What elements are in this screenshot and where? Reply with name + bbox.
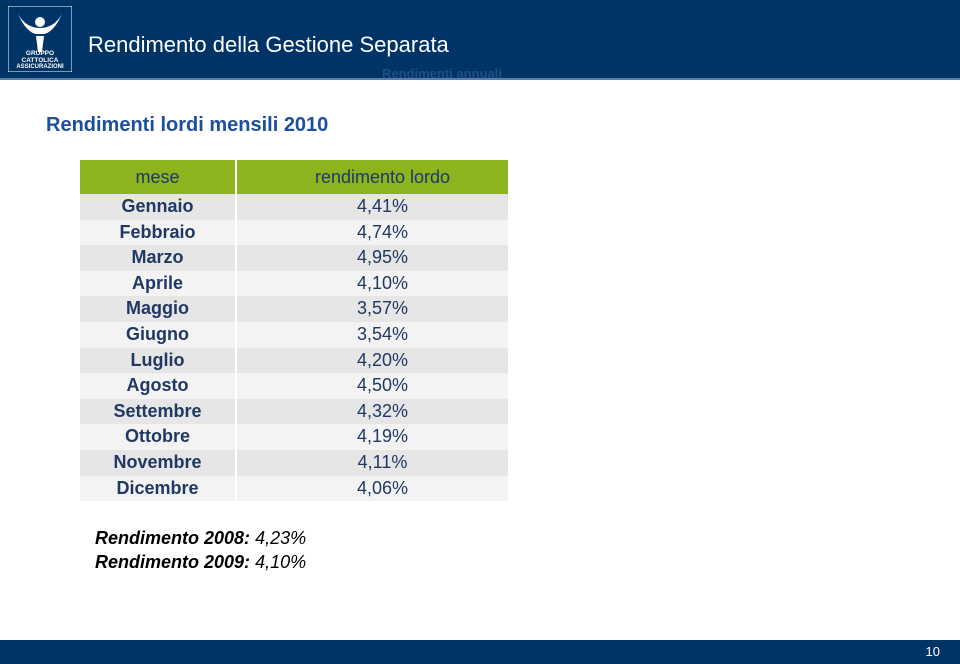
month-cell: Gennaio [80, 194, 235, 220]
value-cell: 4,95% [237, 245, 508, 271]
table-row: Marzo 4,95% [80, 245, 508, 271]
table-row: Giugno 3,54% [80, 321, 508, 348]
table-row: Maggio 3,57% [80, 296, 508, 322]
header-bar [0, 0, 960, 80]
value-cell: 4,19% [237, 424, 508, 450]
logo-text: GRUPPO [25, 50, 55, 57]
column-header: mese [80, 160, 237, 194]
month-cell: Novembre [80, 449, 235, 476]
value-cell: 4,41% [237, 194, 508, 220]
table-row: Agosto 4,50% [80, 373, 508, 399]
logo [8, 6, 72, 72]
logo-text: CATTOLICA [21, 57, 59, 64]
table-row: Luglio 4,20% [80, 347, 508, 374]
value-cell: 4,50% [237, 373, 508, 399]
value-cell: 4,32% [237, 398, 508, 425]
month-cell: Aprile [80, 270, 235, 297]
note-value: 4,10% [255, 552, 307, 572]
table-row: Settembre 4,32% [80, 398, 508, 425]
page-number: 10 [925, 644, 940, 659]
month-cell: Luglio [80, 347, 235, 374]
month-cell: Agosto [80, 373, 235, 399]
value-cell: 4,20% [237, 347, 508, 374]
note-label: Rendimento 2009: [95, 552, 251, 572]
heading: Rendimenti lordi mensili 2010 [46, 114, 329, 136]
table-row: Febbraio 4,74% [80, 219, 508, 246]
value-cell: 3,54% [237, 321, 508, 348]
table-row: Dicembre 4,06% [80, 475, 508, 502]
title: Rendimento della Gestione Separata [88, 32, 449, 57]
month-cell: Maggio [80, 296, 235, 322]
month-cell: Settembre [80, 398, 235, 425]
note-value: 4,23% [255, 528, 307, 548]
note: Rendimento 2009: 4,10% [95, 552, 306, 573]
month-cell: Ottobre [80, 424, 235, 450]
note: Rendimento 2008: 4,23% [95, 528, 306, 549]
value-cell: 4,11% [237, 449, 508, 476]
value-cell: 3,57% [237, 296, 508, 322]
value-cell: 4,74% [237, 219, 508, 246]
table-row: Novembre 4,11% [80, 449, 508, 476]
month-cell: Giugno [80, 321, 235, 348]
logo-text: ASSICURAZIONI [16, 64, 64, 70]
table-row: Ottobre 4,19% [80, 424, 508, 450]
value-cell: 4,10% [237, 270, 508, 297]
table: mese rendimento lordo Gennaio 4,41% Febbra… [80, 160, 508, 502]
note-label: Rendimento 2008: [95, 528, 251, 548]
month-cell: Febbraio [80, 219, 235, 246]
month-cell: Marzo [80, 245, 235, 271]
header-row: mese rendimento lordo [80, 160, 508, 194]
table-row: Gennaio 4,41% [80, 194, 508, 220]
month-cell: Dicembre [80, 475, 235, 502]
subtitle: Rendimenti annuali [382, 66, 502, 81]
column-header: rendimento lordo [314, 167, 451, 187]
table-row: Aprile 4,10% [80, 270, 508, 297]
footer-bar [0, 640, 960, 664]
value-cell: 4,06% [237, 475, 508, 502]
